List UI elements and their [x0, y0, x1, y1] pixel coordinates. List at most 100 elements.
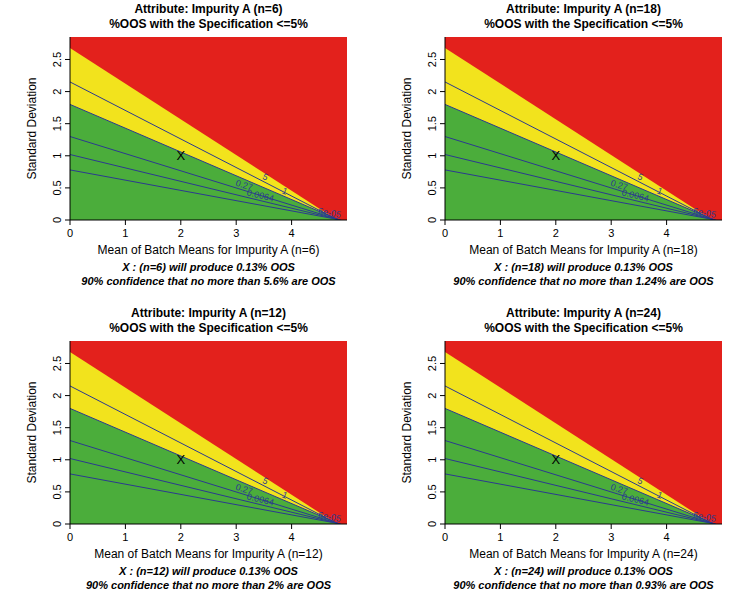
y-tick-label: 0 [51, 521, 63, 527]
y-tick [440, 91, 445, 92]
title: Attribute: Impurity A (n=12) [131, 306, 286, 320]
plot-area: X [445, 37, 722, 220]
x-axis-label: Mean of Batch Means for Impurity A (n=18… [469, 243, 697, 257]
x-tick-label: 4 [664, 227, 670, 239]
y-tick [65, 220, 70, 221]
y-tick [440, 363, 445, 364]
annotation: 90% confidence that no more than 2% are … [86, 579, 332, 591]
y-tick-label: 0 [426, 217, 438, 223]
contour-line [70, 408, 339, 524]
marker-point: X [551, 148, 560, 163]
contour-line [70, 441, 340, 524]
marker-point: X [551, 452, 560, 467]
contour-line [70, 170, 341, 220]
subtitle: %OOS with the Specification <=5% [484, 321, 683, 335]
x-axis [445, 220, 722, 221]
contour-line [445, 441, 715, 524]
contour-line [445, 137, 715, 220]
x-tick [611, 524, 612, 529]
x-tick-label: 0 [67, 227, 73, 239]
y-tick [440, 187, 445, 188]
annotation: X : (n=24) will produce 0.13% OOS [493, 565, 673, 577]
x-tick [500, 524, 501, 529]
x-tick [291, 220, 292, 225]
x-tick-label: 3 [608, 531, 614, 543]
x-tick [666, 524, 667, 529]
y-tick [65, 427, 70, 428]
plot-area: X [445, 341, 722, 524]
y-tick-label: 2.5 [426, 356, 438, 371]
x-tick [555, 220, 556, 225]
contour-label: 0.0064 [246, 187, 275, 203]
y-tick [65, 524, 70, 525]
contour-line [445, 170, 716, 220]
x-tick [236, 220, 237, 225]
y-tick [440, 220, 445, 221]
contour-label: 5 [636, 171, 645, 182]
y-axis [70, 37, 71, 220]
x-tick [445, 524, 446, 529]
y-tick [65, 395, 70, 396]
x-tick-label: 4 [664, 531, 670, 543]
contour-label: 5 [636, 475, 645, 486]
contour-label: 0.0064 [246, 491, 275, 507]
subtitle: %OOS with the Specification <=5% [109, 17, 308, 31]
y-tick-label: 2.5 [426, 52, 438, 67]
x-tick-label: 4 [289, 531, 295, 543]
contour-line [445, 386, 713, 524]
region [70, 37, 347, 220]
y-tick-label: 1 [426, 153, 438, 159]
x-tick [70, 220, 71, 225]
x-tick-label: 2 [553, 531, 559, 543]
y-tick [440, 427, 445, 428]
contour-line [445, 459, 715, 524]
y-tick [440, 123, 445, 124]
contour-line [445, 474, 716, 524]
contour-line [445, 82, 713, 220]
contour-label: 6e-05 [317, 206, 341, 220]
contour-label: 0.0064 [621, 187, 650, 203]
marker-point: X [176, 452, 185, 467]
y-tick-label: 2.5 [51, 356, 63, 371]
annotation: X : (n=6) will produce 0.13% OOS [121, 261, 295, 273]
y-tick [65, 491, 70, 492]
region [445, 408, 714, 524]
x-tick [291, 524, 292, 529]
y-tick [65, 123, 70, 124]
y-axis-label: Standard Deviation [400, 381, 414, 483]
x-tick [125, 220, 126, 225]
contour-label: 5 [261, 475, 270, 486]
y-axis [445, 341, 446, 524]
contour-line [70, 82, 338, 220]
contour-line [445, 408, 714, 524]
y-axis-label: Standard Deviation [25, 77, 39, 179]
contour-label: 0.0064 [621, 491, 650, 507]
figure: Attribute: Impurity A (n=6)%OOS with the… [0, 0, 750, 601]
y-tick [65, 59, 70, 60]
panel: Attribute: Impurity A (n=6)%OOS with the… [25, 2, 347, 287]
x-tick-label: 0 [442, 531, 448, 543]
contour-label: 6e-05 [692, 510, 716, 524]
contour-line [70, 104, 339, 220]
x-tick-label: 1 [122, 227, 128, 239]
y-tick [65, 91, 70, 92]
region [445, 104, 714, 220]
y-axis [70, 341, 71, 524]
contour-line [70, 474, 341, 524]
contour-label: 6e-05 [317, 510, 341, 524]
y-tick-label: 1.5 [51, 116, 63, 131]
y-tick-label: 2 [51, 89, 63, 95]
panel: Attribute: Impurity A (n=12)%OOS with th… [25, 306, 347, 591]
y-tick [65, 363, 70, 364]
region [445, 37, 722, 220]
y-tick-label: 2.5 [51, 52, 63, 67]
x-tick-label: 2 [178, 227, 184, 239]
x-tick-label: 2 [178, 531, 184, 543]
x-tick [445, 220, 446, 225]
y-axis-label: Standard Deviation [25, 381, 39, 483]
y-tick-label: 1.5 [426, 420, 438, 435]
panel: Attribute: Impurity A (n=18)%OOS with th… [400, 2, 722, 287]
y-axis [445, 37, 446, 220]
x-axis-label: Mean of Batch Means for Impurity A (n=6) [98, 243, 320, 257]
x-tick-label: 0 [442, 227, 448, 239]
